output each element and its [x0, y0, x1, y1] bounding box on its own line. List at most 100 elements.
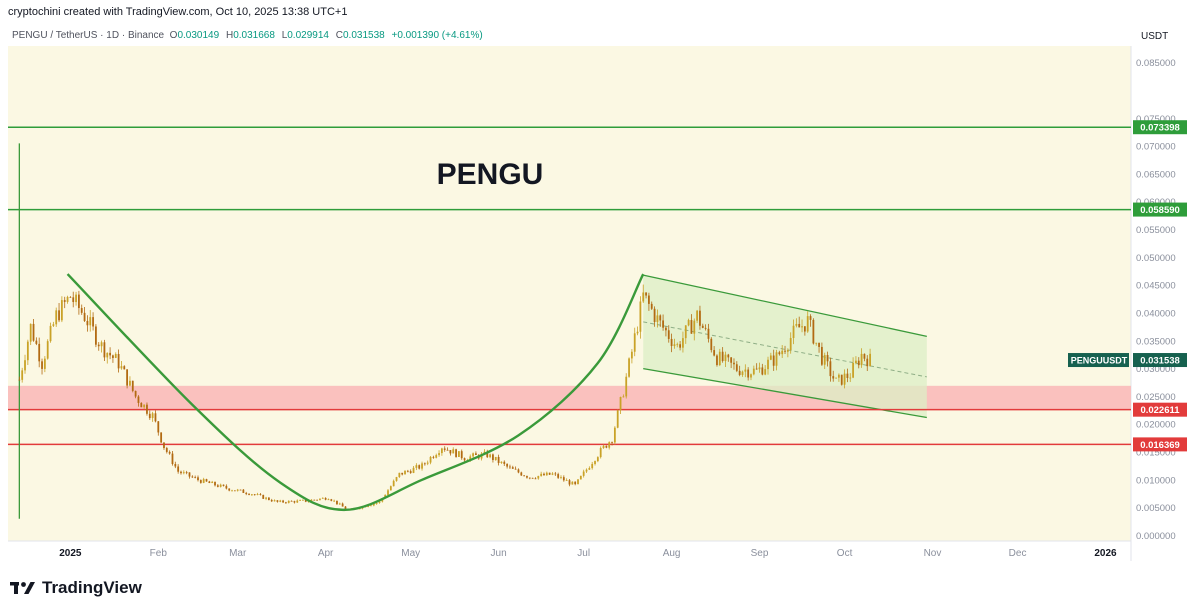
candle-body-44: [143, 404, 146, 408]
y-tick-label-11: 0.025000: [1136, 392, 1176, 403]
candle-body-203: [594, 461, 596, 464]
candle-body-173: [509, 466, 511, 468]
y-tick-label-15: 0.005000: [1136, 503, 1176, 514]
candle-body-123: [367, 506, 370, 507]
candle-body-112: [336, 500, 338, 505]
candle-body-176: [517, 469, 520, 473]
symbol-description[interactable]: PENGU / TetherUS · 1D · Binance: [12, 30, 165, 41]
candle-body-294: [852, 363, 854, 378]
candle-body-251: [730, 357, 733, 363]
candle-body-106: [319, 498, 321, 500]
candle-body-166: [489, 454, 491, 458]
candle-body-219: [639, 301, 642, 332]
candle-body-75: [231, 490, 233, 492]
candle-body-2: [24, 360, 26, 371]
candle-body-287: [832, 376, 835, 379]
candle-body-132: [392, 480, 395, 487]
candle-body-171: [503, 461, 506, 464]
candle-body-291: [843, 373, 846, 385]
candle-body-46: [148, 413, 151, 419]
candle-body-268: [778, 352, 781, 355]
candle-body-85: [259, 494, 262, 495]
candle-body-264: [767, 359, 769, 370]
candle-body-86: [262, 494, 265, 499]
chart-title: PENGU: [437, 158, 544, 191]
candle-body-90: [273, 500, 276, 502]
candle-body-221: [645, 292, 647, 296]
candle-body-206: [602, 445, 605, 449]
candle-body-262: [761, 367, 764, 375]
candle-body-10: [46, 341, 49, 359]
candle-body-231: [673, 344, 676, 347]
candle-body-187: [548, 472, 551, 475]
candle-body-273: [792, 325, 795, 338]
candle-body-270: [784, 350, 786, 352]
candle-body-45: [146, 404, 148, 414]
candle-body-226: [659, 315, 662, 321]
candle-body-25: [89, 317, 92, 326]
candle-body-195: [571, 481, 574, 485]
candle-body-214: [625, 376, 628, 397]
candle-body-138: [409, 471, 412, 473]
price-level-tag-2: [1133, 402, 1187, 417]
candle-body-94: [285, 502, 287, 504]
candle-body-76: [233, 490, 236, 492]
y-tick-label-9: 0.035000: [1136, 336, 1176, 347]
candle-body-95: [287, 500, 290, 503]
candle-body-40: [131, 380, 134, 391]
candle-body-108: [324, 497, 327, 500]
current-price-tag: [1133, 353, 1187, 368]
candle-body-278: [806, 316, 809, 332]
candle-body-70: [216, 485, 219, 487]
candle-body-224: [653, 308, 656, 322]
candle-body-290: [840, 374, 843, 385]
change-value: +0.001390 (+4.61%): [391, 30, 483, 41]
x-tick-label-2: Mar: [229, 548, 247, 559]
candle-body-27: [95, 326, 97, 345]
candle-body-216: [630, 351, 633, 359]
candle-body-88: [267, 497, 270, 501]
candle-body-78: [239, 489, 242, 491]
candle-body-200: [585, 469, 588, 472]
y-tick-label-2: 0.070000: [1136, 142, 1176, 153]
candle-body-196: [574, 481, 577, 485]
candle-body-57: [180, 471, 182, 474]
candle-body-188: [551, 473, 554, 475]
candle-body-104: [313, 499, 316, 501]
candle-body-154: [455, 449, 457, 457]
candle-body-111: [333, 500, 336, 502]
candle-body-133: [395, 477, 398, 481]
candle-body-33: [112, 355, 114, 358]
candle-body-1: [21, 370, 24, 380]
candle-body-223: [650, 303, 653, 309]
y-tick-label-8: 0.040000: [1136, 308, 1176, 319]
price-level-tag-text-0: 0.073398: [1140, 123, 1180, 134]
candle-body-197: [577, 479, 579, 485]
x-tick-label-10: Nov: [924, 548, 942, 559]
candle-body-60: [188, 472, 191, 477]
candle-body-180: [528, 477, 531, 479]
candle-body-218: [636, 331, 639, 334]
candle-body-0: [18, 379, 21, 381]
y-tick-label-12: 0.020000: [1136, 420, 1176, 431]
candle-body-31: [106, 352, 109, 358]
candle-body-289: [838, 374, 840, 378]
candle-body-42: [137, 396, 140, 403]
channel-upper-line: [643, 274, 927, 337]
candle-body-73: [225, 485, 228, 489]
candle-body-49: [157, 421, 160, 433]
candle-body-165: [486, 451, 489, 458]
candle-body-124: [370, 505, 372, 507]
y-tick-label-14: 0.010000: [1136, 475, 1176, 486]
candle-body-293: [849, 377, 852, 379]
y-tick-label-1: 0.075000: [1136, 114, 1176, 125]
candle-body-83: [253, 494, 256, 496]
candle-body-271: [786, 349, 789, 352]
candle-body-139: [412, 467, 415, 473]
candle-body-211: [616, 410, 619, 428]
candle-body-18: [69, 296, 72, 298]
tradingview-logo[interactable]: TradingView: [10, 578, 142, 598]
candle-body-207: [605, 445, 608, 448]
candle-body-30: [103, 342, 106, 358]
